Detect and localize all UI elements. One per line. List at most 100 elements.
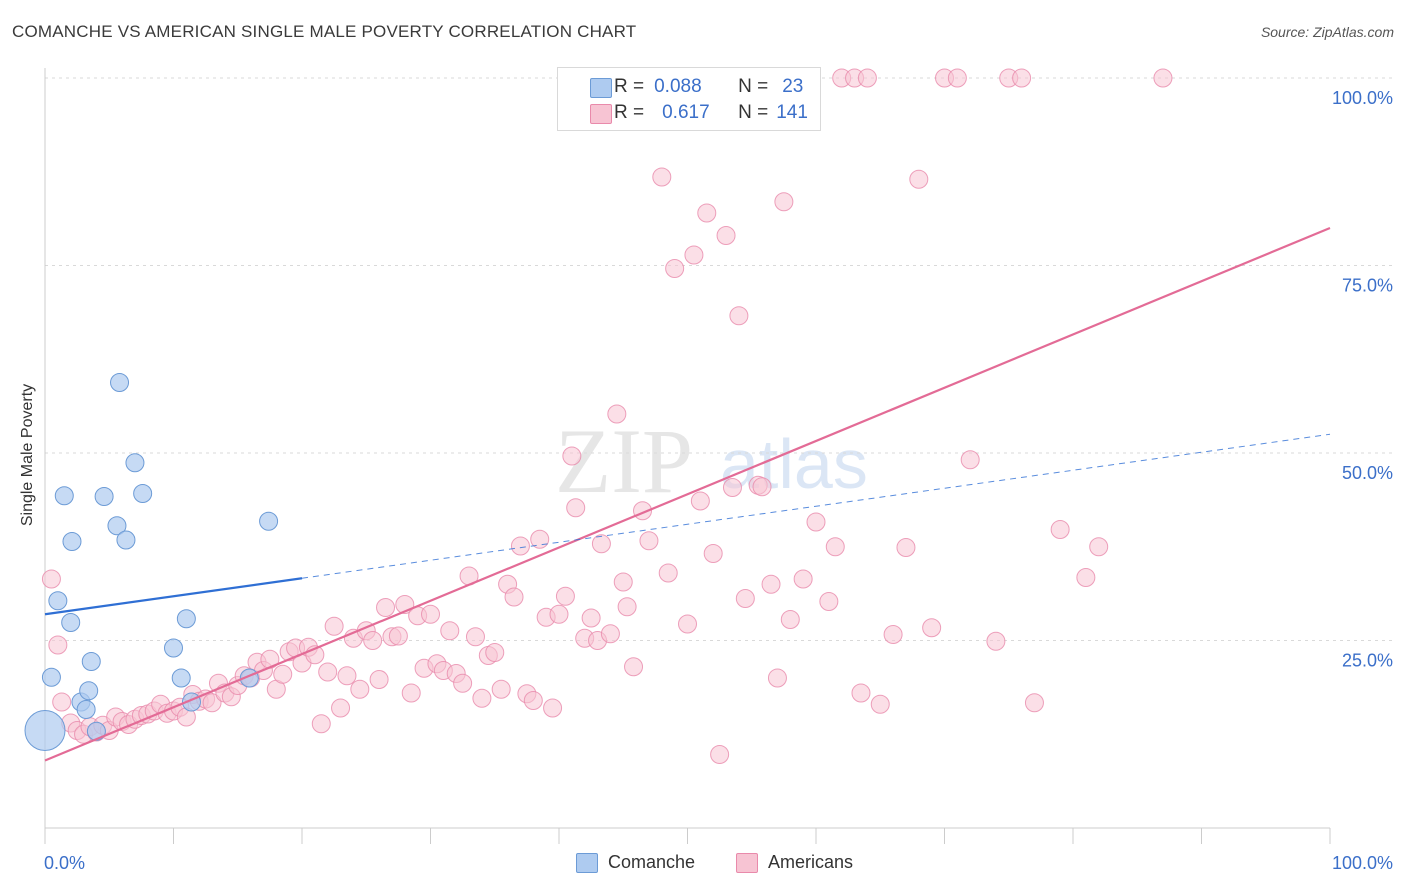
n-value: 23 — [782, 76, 804, 97]
americans-point — [613, 572, 633, 592]
americans-point — [678, 614, 697, 634]
americans-point — [624, 657, 644, 677]
comanche-point — [62, 532, 82, 551]
americans-point — [369, 670, 389, 689]
comanche-trendline-extension — [301, 433, 1331, 579]
americans-point — [1089, 537, 1109, 557]
legend-row-americans: R = 0.617 N = 141 — [590, 102, 808, 124]
americans-point — [857, 68, 877, 88]
americans-point — [870, 694, 890, 714]
r-label: R = — [614, 102, 645, 123]
americans-point — [376, 598, 396, 617]
americans-legend-swatch — [736, 852, 758, 873]
americans-point — [337, 666, 357, 686]
americans-point — [710, 745, 730, 764]
americans-point — [202, 693, 222, 713]
americans-point — [729, 306, 749, 326]
americans-point — [421, 604, 440, 624]
comanche-point — [76, 700, 96, 719]
americans-point — [566, 498, 586, 518]
comanche-point — [110, 373, 130, 392]
legend-item-americans: Americans — [736, 852, 853, 873]
americans-point — [453, 673, 473, 693]
r-value: 0.617 — [662, 102, 710, 123]
americans-point — [350, 679, 370, 699]
americans-point — [960, 450, 980, 470]
n-label: N = — [738, 76, 769, 97]
x-tick-label: 0.0% — [44, 853, 85, 873]
americans-point — [774, 192, 794, 212]
americans-trendline — [44, 226, 1331, 762]
americans-point — [555, 586, 575, 606]
comanche-legend-swatch — [576, 852, 598, 873]
americans-point — [48, 635, 68, 655]
comanche-point — [79, 681, 99, 701]
americans-point — [793, 569, 813, 589]
comanche-point — [61, 613, 81, 632]
n-label: N = — [738, 102, 769, 123]
x-tick-label: 100.0% — [1332, 853, 1393, 873]
americans-point — [607, 404, 627, 424]
americans-point — [491, 679, 511, 699]
americans-point — [658, 563, 678, 583]
legend-item-comanche: Comanche — [576, 852, 695, 873]
americans-point — [388, 626, 408, 646]
americans-point — [1050, 520, 1070, 539]
correlation-legend: R = 0.088 N = 23 R = 0.617 N = 141 — [557, 67, 821, 131]
americans-point — [52, 692, 72, 712]
americans-point — [806, 512, 826, 532]
y-tick-label: 25.0% — [1342, 651, 1393, 671]
americans-point — [825, 537, 845, 557]
americans-point — [504, 587, 524, 607]
americans-point — [324, 616, 344, 636]
americans-point — [591, 534, 611, 554]
comanche-legend-label: Comanche — [608, 852, 696, 872]
americans-point — [401, 683, 421, 703]
americans-point — [703, 544, 723, 563]
r-value: 0.088 — [654, 76, 702, 97]
americans-point — [331, 698, 351, 718]
comanche-point — [133, 484, 153, 503]
americans-point — [311, 714, 331, 734]
americans-point — [1153, 68, 1173, 88]
americans-point — [883, 625, 903, 644]
legend-row-comanche: R = 0.088 N = 23 — [590, 76, 804, 98]
americans-point — [530, 529, 550, 549]
americans-point — [318, 662, 338, 682]
americans-point — [652, 167, 672, 187]
comanche-point — [171, 668, 191, 688]
comanche-point — [41, 667, 61, 687]
n-value: 141 — [776, 102, 808, 123]
comanche-point — [259, 511, 279, 531]
comanche-point — [176, 609, 196, 629]
y-tick-label: 100.0% — [1332, 88, 1393, 108]
y-tick-label: 75.0% — [1342, 276, 1393, 296]
americans-point — [562, 446, 582, 466]
americans-point — [761, 574, 781, 594]
americans-point — [549, 604, 569, 624]
americans-legend-label: Americans — [768, 852, 854, 872]
y-tick-label: 50.0% — [1342, 463, 1393, 483]
americans-point — [1076, 568, 1096, 587]
americans-point — [465, 627, 485, 647]
americans-point — [690, 491, 710, 511]
americans-point — [581, 608, 601, 628]
americans-point — [510, 536, 530, 556]
comanche-point — [81, 652, 101, 671]
comanche-swatch — [590, 78, 612, 98]
americans-point — [896, 538, 916, 557]
comanche-trendline — [44, 577, 303, 616]
americans-point — [600, 624, 620, 644]
americans-point — [986, 631, 1006, 651]
americans-point — [665, 259, 685, 278]
americans-point — [440, 621, 460, 641]
americans-point — [697, 203, 717, 223]
americans-point — [752, 477, 772, 497]
americans-point — [716, 226, 736, 245]
americans-point — [735, 589, 755, 608]
americans-point — [780, 610, 800, 629]
comanche-point — [107, 516, 127, 536]
watermark-atlas: atlas — [720, 425, 868, 503]
americans-point — [617, 597, 637, 617]
americans-point — [485, 643, 505, 662]
